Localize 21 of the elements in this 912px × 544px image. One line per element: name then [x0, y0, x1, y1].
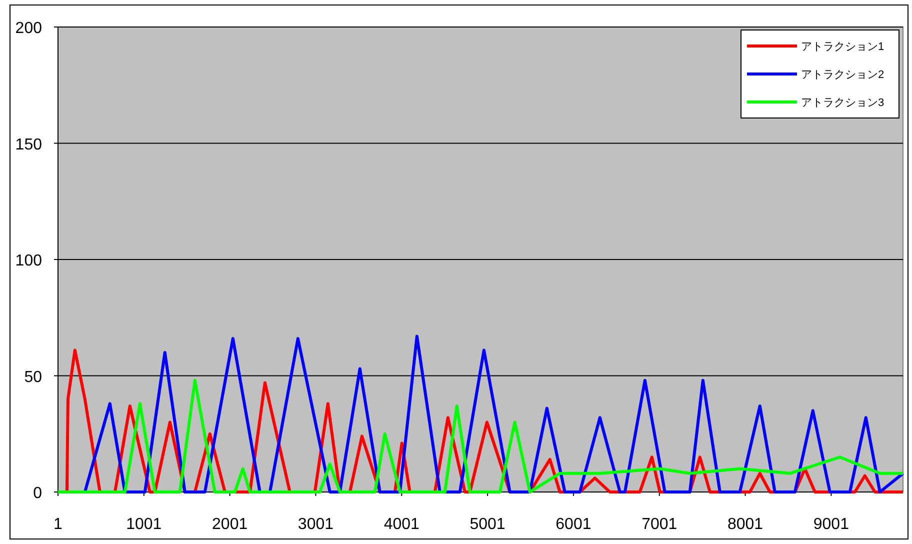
x-tick-label: 9001 [813, 516, 850, 533]
x-tick-label: 3001 [298, 516, 334, 533]
アトラクション2: アトラクション2 [747, 69, 884, 81]
x-tick-label: 1 [54, 516, 63, 533]
x-tick-label: 1001 [126, 516, 162, 533]
legend-label: アトラクション2 [801, 69, 884, 81]
y-tick-label: 50 [24, 368, 42, 386]
アトラクション3: アトラクション3 [747, 97, 884, 109]
y-tick-label: 150 [15, 136, 42, 154]
x-tick-label: 5001 [470, 516, 506, 533]
x-tick-label: 2001 [212, 516, 248, 533]
x-tick-label: 4001 [384, 516, 420, 533]
y-tick-label: 200 [15, 20, 42, 37]
legend-label: アトラクション1 [801, 41, 884, 53]
x-tick-label: 6001 [556, 516, 592, 533]
x-tick-label: 7001 [642, 516, 678, 533]
legend-label: アトラクション3 [801, 97, 884, 109]
アトラクション1: アトラクション1 [747, 41, 884, 53]
x-tick-label: 8001 [727, 516, 764, 533]
y-tick-label: 100 [15, 252, 42, 270]
y-tick-label: 0 [33, 485, 42, 502]
